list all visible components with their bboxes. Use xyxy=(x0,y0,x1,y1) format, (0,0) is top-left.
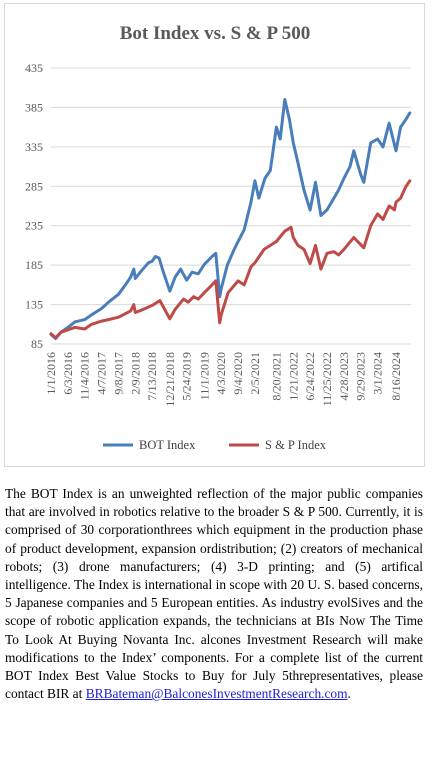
y-tick-label: 185 xyxy=(25,258,43,272)
x-tick-label: 11/1/2019 xyxy=(197,352,211,400)
y-tick-label: 285 xyxy=(25,179,43,193)
chart-container: Bot Index vs. S & P 500 85 135 185 235 285 33… xyxy=(4,3,425,467)
x-tick-label: 9/8/2017 xyxy=(111,352,125,395)
y-tick-label: 235 xyxy=(25,219,43,233)
y-tick-label: 135 xyxy=(25,298,43,312)
description-end: . xyxy=(347,686,351,702)
x-tick-label: 9/29/2023 xyxy=(354,352,368,401)
line-chart: Bot Index vs. S & P 500 85 135 185 235 285 33… xyxy=(25,23,412,452)
x-tick-label: 1/1/2016 xyxy=(44,352,58,395)
x-tick-label: 4/7/2017 xyxy=(95,352,109,395)
description-paragraph: The BOT Index is an unweighted reflectio… xyxy=(5,485,423,703)
x-tick-label: 8/20/2021 xyxy=(269,352,283,401)
y-tick-label: 385 xyxy=(25,100,43,114)
y-tick-label: 335 xyxy=(25,140,43,154)
x-tick-label: 2/9/2018 xyxy=(128,352,142,395)
x-tick-label: 6/3/2016 xyxy=(61,352,75,395)
x-tick-label: 2/5/2021 xyxy=(248,352,262,395)
legend-label-0: BOT Index xyxy=(139,438,196,452)
x-axis-ticks: 1/1/2016 6/3/2016 11/4/2016 4/7/2017 9/8/201… xyxy=(44,352,403,407)
x-tick-label: 12/21/2018 xyxy=(163,352,177,407)
x-tick-label: 7/13/2018 xyxy=(145,352,159,401)
x-tick-label: 8/16/2024 xyxy=(389,352,403,401)
description-text: The BOT Index is an unweighted reflectio… xyxy=(5,486,423,702)
x-tick-label: 1/21/2022 xyxy=(286,352,300,401)
legend: BOT Index S & P Index xyxy=(103,438,327,452)
chart-title: Bot Index vs. S & P 500 xyxy=(120,23,311,44)
y-axis-ticks: 85 135 185 235 285 335 385 435 xyxy=(25,61,43,351)
series-line-1 xyxy=(49,179,412,340)
y-tick-label: 435 xyxy=(25,61,43,75)
gridlines xyxy=(51,67,411,345)
y-tick-label: 85 xyxy=(31,337,43,351)
series-line-0 xyxy=(49,98,412,340)
x-tick-label: 6/24/2022 xyxy=(303,352,317,401)
x-tick-label: 9/4/2020 xyxy=(231,352,245,395)
x-tick-label: 11/4/2016 xyxy=(78,352,92,400)
x-tick-label: 11/25/2022 xyxy=(320,352,334,406)
x-tick-label: 4/28/2023 xyxy=(337,352,351,401)
x-tick-label: 4/3/2020 xyxy=(214,352,228,395)
x-tick-label: 5/24/2019 xyxy=(180,352,194,401)
x-tick-label: 3/1/2024 xyxy=(371,352,385,395)
contact-email-link[interactable]: BRBateman@BalconesInvestmentResearch.com xyxy=(85,686,348,702)
legend-label-1: S & P Index xyxy=(265,438,327,452)
series-lines xyxy=(49,98,412,340)
